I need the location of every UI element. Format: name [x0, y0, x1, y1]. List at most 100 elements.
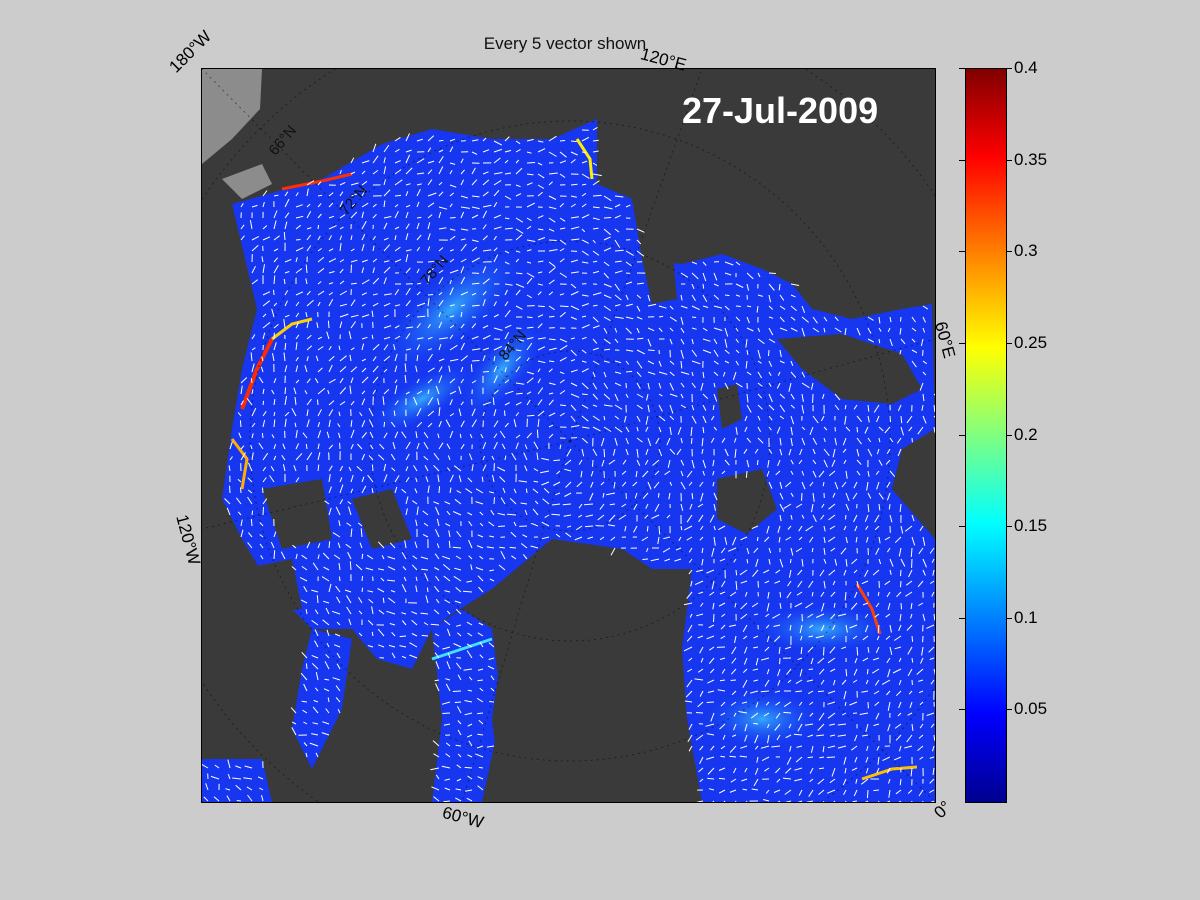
- colorbar-tick: [959, 343, 965, 344]
- drift-vector: [624, 525, 627, 532]
- drift-vector: [416, 337, 424, 340]
- drift-vector: [422, 533, 429, 538]
- drift-vector: [867, 327, 872, 334]
- drift-vector: [537, 140, 544, 143]
- drift-vector: [372, 235, 376, 241]
- drift-vector: [416, 172, 425, 175]
- drift-vector: [834, 437, 837, 446]
- drift-vector: [401, 620, 407, 626]
- drift-vector: [867, 646, 870, 653]
- drift-vector: [471, 304, 480, 307]
- drift-vector: [467, 754, 473, 758]
- drift-vector: [482, 291, 487, 296]
- drift-vector: [548, 382, 556, 386]
- drift-vector: [489, 578, 495, 582]
- drift-vector: [246, 786, 253, 791]
- drift-vector: [764, 679, 770, 687]
- drift-vector: [424, 465, 429, 472]
- drift-vector: [337, 423, 341, 428]
- drift-vector: [261, 794, 264, 802]
- drift-vector: [247, 462, 253, 472]
- drift-vector: [618, 514, 627, 520]
- drift-vector: [807, 613, 814, 618]
- drift-vector: [809, 701, 814, 706]
- drift-vector: [449, 324, 455, 329]
- drift-vector: [822, 481, 825, 487]
- drift-vector: [812, 316, 818, 324]
- drift-vector: [636, 382, 641, 389]
- drift-vector: [548, 360, 555, 363]
- drift-vector: [757, 382, 763, 387]
- drift-vector: [581, 151, 587, 154]
- drift-vector: [801, 470, 805, 476]
- drift-vector: [585, 514, 594, 518]
- drift-vector: [240, 529, 244, 538]
- drift-vector: [819, 756, 825, 759]
- drift-vector: [504, 136, 510, 142]
- drift-vector: [916, 668, 924, 675]
- drift-vector: [900, 602, 902, 610]
- drift-vector: [273, 264, 279, 274]
- drift-vector: [746, 558, 749, 564]
- drift-vector: [412, 555, 418, 560]
- drift-vector: [350, 314, 359, 318]
- drift-vector: [368, 455, 374, 461]
- drift-vector: [842, 712, 847, 716]
- drift-vector: [452, 690, 462, 692]
- drift-vector: [537, 291, 542, 296]
- drift-vector: [438, 407, 441, 417]
- drift-vector: [751, 788, 759, 791]
- drift-vector: [404, 363, 407, 373]
- drift-vector: [295, 342, 298, 351]
- drift-vector: [480, 433, 484, 439]
- drift-vector: [712, 459, 715, 467]
- drift-vector: [592, 371, 596, 378]
- drift-vector: [306, 398, 312, 406]
- map-frame[interactable]: [201, 68, 936, 803]
- drift-vector: [729, 745, 737, 753]
- speed-zone: [458, 320, 546, 418]
- drift-vector: [713, 294, 720, 300]
- drift-vector: [449, 358, 459, 362]
- drift-vector: [812, 514, 817, 523]
- drift-vector: [691, 294, 696, 302]
- drift-vector: [227, 759, 231, 769]
- drift-vector: [493, 294, 500, 297]
- drift-vector: [427, 169, 433, 175]
- drift-vector: [460, 323, 465, 329]
- drift-vector: [757, 426, 762, 433]
- drift-vector: [581, 368, 589, 373]
- drift-vector: [746, 393, 749, 403]
- drift-vector: [666, 514, 671, 519]
- drift-vector: [526, 249, 532, 252]
- drift-vector: [699, 778, 704, 783]
- drift-vector: [559, 371, 565, 375]
- drift-vector: [248, 532, 253, 538]
- drift-vector: [698, 514, 704, 523]
- drift-vector: [733, 723, 737, 731]
- drift-vector: [339, 355, 347, 362]
- drift-vector: [551, 503, 561, 506]
- drift-vector: [460, 443, 465, 450]
- drift-vector: [405, 300, 411, 307]
- drift-vector: [371, 631, 374, 637]
- drift-vector: [735, 349, 740, 354]
- drift-vector: [841, 646, 847, 650]
- drift-vector: [369, 444, 374, 450]
- drift-vector: [702, 305, 709, 308]
- drift-vector: [823, 646, 825, 656]
- colorbar-tick: [959, 435, 965, 436]
- drift-vector: [350, 264, 352, 274]
- drift-vector: [533, 480, 539, 483]
- drift-vector: [783, 701, 792, 708]
- drift-vector: [247, 477, 253, 483]
- drift-vector: [842, 437, 847, 446]
- drift-vector: [394, 486, 398, 494]
- drift-vector: [510, 531, 517, 538]
- drift-vector: [349, 385, 352, 395]
- drift-vector: [621, 481, 627, 487]
- drift-vector: [864, 569, 869, 577]
- drift-vector: [335, 697, 341, 703]
- drift-vector: [548, 347, 557, 351]
- drift-vector: [530, 522, 539, 527]
